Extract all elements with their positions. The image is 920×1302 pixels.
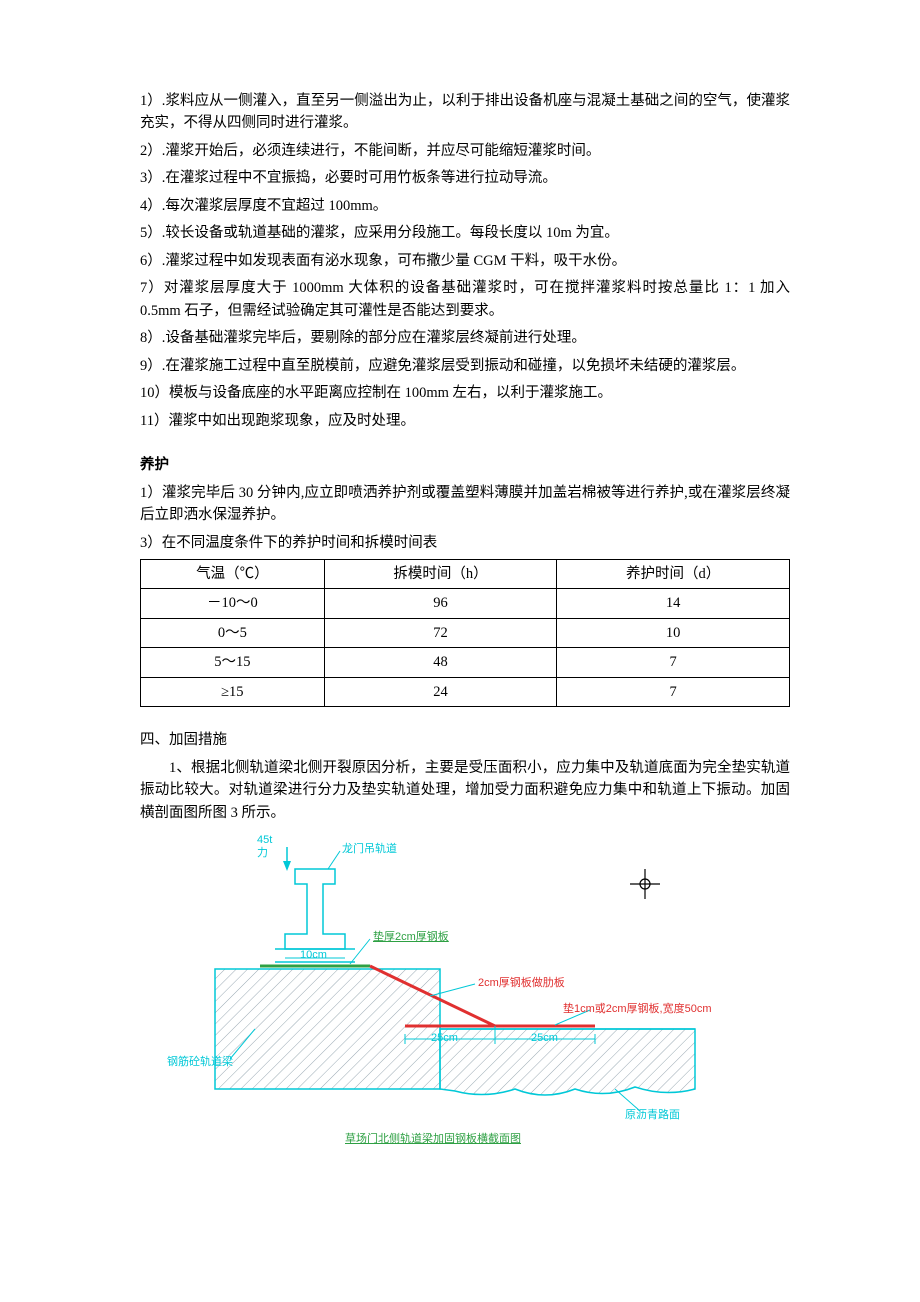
label-beam: 钢筋砼轨道梁 [167,1054,233,1071]
table-cell: 24 [324,677,557,706]
table-cell: 5～15 [141,648,325,677]
label-rib: 2cm厚钢板做肋板 [478,975,565,992]
th-temp: 气温（℃） [141,559,325,588]
table-row: －10～09614 [141,589,790,618]
list-item: 11）灌浆中如出现跑浆现象，应及时处理。 [140,410,790,432]
label-force-sub: 力 [257,845,268,862]
label-asphalt: 原沥青路面 [625,1107,680,1124]
table-cell: ≥15 [141,677,325,706]
list-item: 6）.灌浆过程中如发现表面有泌水现象，可布撒少量 CGM 干料，吸干水份。 [140,250,790,272]
table-row: ≥15247 [141,677,790,706]
list-item: 4）.每次灌浆层厚度不宜超过 100mm。 [140,195,790,217]
list-item: 8）.设备基础灌浆完毕后，要剔除的部分应在灌浆层终凝前进行处理。 [140,327,790,349]
list-item: 7）对灌浆层厚度大于 1000mm 大体积的设备基础灌浆时，可在搅拌灌浆料时按总… [140,277,790,322]
table-cell: 48 [324,648,557,677]
diagram-caption: 草场门北侧轨道梁加固钢板横截面图 [345,1131,521,1148]
th-demold: 拆模时间（h） [324,559,557,588]
list-item: 5）.较长设备或轨道基础的灌浆，应采用分段施工。每段长度以 10m 为宜。 [140,222,790,244]
table-row: 5～15487 [141,648,790,677]
th-curing: 养护时间（d） [557,559,790,588]
curing-p1: 1）灌浆完毕后 30 分钟内,应立即喷洒养护剂或覆盖塑料薄膜并加盖岩棉被等进行养… [140,482,790,527]
section4-p1: 1、根据北侧轨道梁北侧开裂原因分析，主要是受压面积小，应力集中及轨道底面为完全垫… [140,757,790,824]
list-item: 1）.浆料应从一侧灌入，直至另一侧溢出为止，以利于排出设备机座与混凝土基础之间的… [140,90,790,135]
label-25cm-2: 25cm [531,1030,558,1047]
list-item: 10）模板与设备底座的水平距离应控制在 100mm 左右，以利于灌浆施工。 [140,382,790,404]
curing-heading: 养护 [140,454,790,476]
table-cell: 7 [557,677,790,706]
table-cell: 14 [557,589,790,618]
reinforcement-diagram: 45t 力 龙门吊轨道 10cm 垫厚2cm厚钢板 2cm厚钢板做肋板 垫1cm… [195,829,735,1149]
table-cell: －10～0 [141,589,325,618]
table-row: 0～57210 [141,618,790,647]
curing-p3: 3）在不同温度条件下的养护时间和拆模时间表 [140,532,790,554]
section4-title: 四、加固措施 [140,729,790,751]
label-rail: 龙门吊轨道 [342,841,397,858]
table-cell: 7 [557,648,790,677]
table-cell: 0～5 [141,618,325,647]
table-cell: 96 [324,589,557,618]
label-10cm: 10cm [300,947,327,964]
list-item: 2）.灌浆开始后，必须连续进行，不能间断，并应尽可能缩短灌浆时间。 [140,140,790,162]
list-item: 3）.在灌浆过程中不宜振捣，必要时可用竹板条等进行拉动导流。 [140,167,790,189]
label-pad2cm: 垫厚2cm厚钢板 [373,929,449,946]
curing-table: 气温（℃） 拆模时间（h） 养护时间（d） －10～096140～572105～… [140,559,790,707]
label-25cm-1: 25cm [431,1030,458,1047]
diagram-wrapper: 45t 力 龙门吊轨道 10cm 垫厚2cm厚钢板 2cm厚钢板做肋板 垫1cm… [140,829,790,1149]
table-cell: 72 [324,618,557,647]
table-cell: 10 [557,618,790,647]
label-bottom-pad: 垫1cm或2cm厚钢板,宽度50cm [563,1001,712,1018]
list-item: 9）.在灌浆施工过程中直至脱模前，应避免灌浆层受到振动和碰撞，以免损坏未结硬的灌… [140,355,790,377]
